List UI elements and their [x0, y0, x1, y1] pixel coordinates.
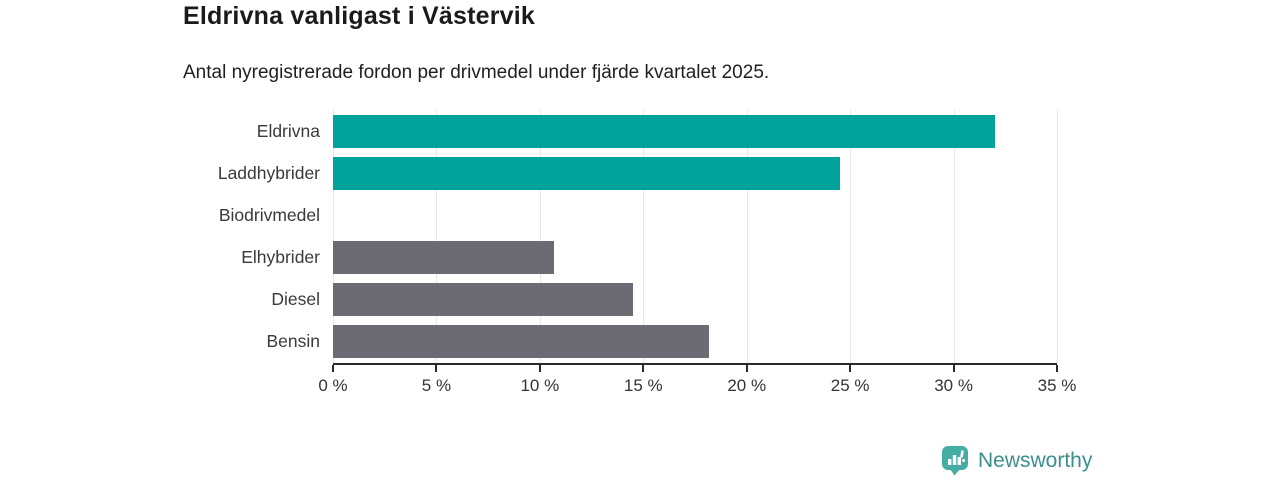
gridline [953, 110, 955, 363]
x-axis-tick [745, 365, 748, 372]
x-axis-tick [332, 365, 334, 372]
bar-row [333, 110, 1057, 152]
chart-title: Eldrivna vanligast i Västervik [183, 2, 535, 30]
x-axis-tick-label: 15 % [623, 376, 663, 395]
x-axis-tick-label: 0 % [318, 376, 348, 395]
gridline [333, 110, 334, 363]
y-axis-label: Bensin [266, 331, 320, 352]
x-axis-tick-label: 25 % [830, 376, 870, 395]
x-axis-tick-label: 20 % [727, 376, 767, 395]
brand-name: Newsworthy [978, 448, 1093, 472]
bar-chart: Eldrivna Laddhybrider Biodrivmedel Elhybrid… [183, 110, 1076, 401]
x-axis-tick [849, 365, 852, 372]
gridline [539, 110, 541, 363]
y-axis-label: Eldrivna [256, 120, 320, 141]
gridline [436, 110, 438, 363]
y-axis-label: Laddhybrider [217, 162, 320, 183]
x-axis-tick-label: 30 % [934, 376, 973, 395]
bar-row [333, 152, 1057, 194]
y-axis-label: Biodrivmedel [218, 204, 320, 225]
x-axis: 0 % 5 % 10 % 15 % 20 % 25 % 30 % 35 % [318, 363, 1076, 401]
bar [333, 156, 840, 190]
bar [333, 241, 555, 275]
bar [333, 325, 710, 359]
x-axis-tick [1056, 365, 1058, 372]
bar [333, 114, 995, 148]
chart-subtitle: Antal nyregistrerade fordon per drivmede… [183, 62, 770, 83]
y-axis-label: Diesel [271, 289, 320, 310]
x-axis-tick [538, 365, 541, 372]
x-axis-tick [642, 365, 645, 372]
gridline [1057, 110, 1058, 363]
brand-footer: Newsworthy [941, 445, 1092, 476]
gridline [643, 110, 645, 363]
newsworthy-logo-icon [942, 446, 968, 476]
y-axis-label: Elhybrider [241, 247, 320, 268]
plot-area [333, 110, 1058, 363]
bar-row [333, 194, 1057, 236]
y-axis-labels: Eldrivna Laddhybrider Biodrivmedel Elhybrid… [183, 110, 333, 401]
x-axis-tick [435, 365, 438, 372]
bar [333, 283, 633, 317]
bar-row [333, 321, 1057, 363]
x-axis-tick-label: 10 % [520, 376, 560, 395]
x-axis-tick-label: 5 % [421, 376, 452, 395]
bar-row [333, 236, 1057, 278]
x-axis-tick-label: 35 % [1037, 376, 1077, 395]
gridline [850, 110, 852, 363]
gridline [746, 110, 748, 363]
bar-row [333, 279, 1057, 321]
x-axis-tick [952, 365, 955, 372]
plot-column: 0 % 5 % 10 % 15 % 20 % 25 % 30 % 35 % [318, 110, 1076, 401]
